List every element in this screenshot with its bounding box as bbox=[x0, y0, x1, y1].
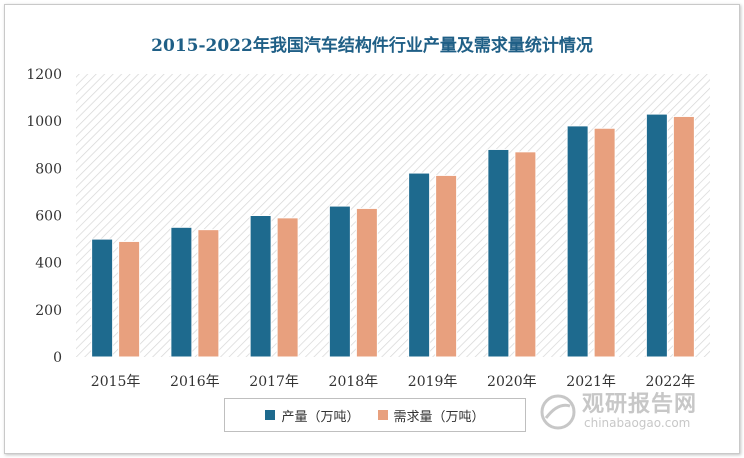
x-tick-label: 2020年 bbox=[487, 374, 537, 390]
legend-item-demand: 需求量（万吨） bbox=[377, 406, 485, 425]
watermark-logo-icon bbox=[540, 394, 576, 430]
bar-demand bbox=[197, 229, 220, 358]
bar-production bbox=[566, 125, 589, 358]
x-tick-label: 2017年 bbox=[249, 374, 299, 390]
watermark: 观研报告网 chinabaogao.com bbox=[538, 386, 738, 436]
bar-demand bbox=[672, 115, 695, 358]
bar-production bbox=[170, 226, 193, 358]
y-tick-label: 800 bbox=[35, 161, 62, 177]
legend-label-production: 产量（万吨） bbox=[281, 409, 360, 425]
bar-demand bbox=[514, 151, 537, 358]
x-tick-label: 2019年 bbox=[408, 374, 458, 390]
watermark-main-text: 观研报告网 bbox=[582, 392, 698, 417]
bar-production bbox=[91, 238, 114, 358]
y-tick-label: 1200 bbox=[26, 67, 62, 83]
bar-production bbox=[249, 215, 272, 358]
bar-production bbox=[408, 172, 431, 358]
y-tick-label: 1000 bbox=[26, 114, 62, 130]
y-tick-label: 0 bbox=[53, 350, 62, 366]
chart-title: 2015-2022年我国汽车结构件行业产量及需求量统计情况 bbox=[151, 36, 593, 56]
bar-demand bbox=[118, 240, 141, 358]
bar-production bbox=[645, 113, 668, 358]
bar-demand bbox=[355, 207, 378, 358]
x-tick-label: 2022年 bbox=[646, 374, 696, 390]
legend-label-demand: 需求量（万吨） bbox=[393, 409, 485, 425]
bar-demand bbox=[435, 174, 458, 358]
legend-swatch-production bbox=[265, 410, 276, 420]
x-tick-label: 2021年 bbox=[566, 374, 616, 390]
y-tick-label: 400 bbox=[35, 256, 62, 272]
bar-demand bbox=[593, 127, 616, 358]
legend: 产量（万吨） 需求量（万吨） bbox=[224, 398, 526, 432]
y-tick-label: 200 bbox=[35, 303, 62, 319]
bar-production bbox=[487, 148, 510, 358]
watermark-sub-text: chinabaogao.com bbox=[584, 416, 691, 430]
legend-item-production: 产量（万吨） bbox=[265, 406, 360, 425]
x-tick-label: 2015年 bbox=[91, 374, 141, 390]
x-tick-label: 2016年 bbox=[170, 374, 220, 390]
legend-swatch-demand bbox=[377, 410, 388, 420]
bar-demand bbox=[276, 217, 299, 358]
x-tick-label: 2018年 bbox=[329, 374, 379, 390]
y-tick-label: 600 bbox=[35, 209, 62, 225]
bar-production bbox=[328, 205, 351, 358]
